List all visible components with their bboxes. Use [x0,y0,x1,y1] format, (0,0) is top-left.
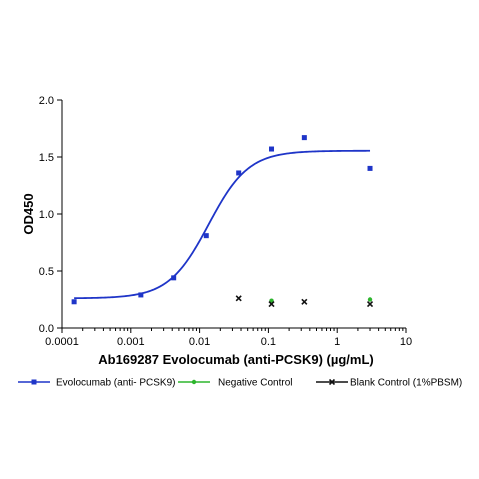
x-marker-stroke [366,300,374,308]
data-point [269,298,274,303]
x-marker-stroke [328,378,336,386]
legend-label: Negative Control [218,378,292,389]
legend-marker [328,378,336,386]
axes: 0.0 0.5 1.0 1.5 2.0 0.0001 0.001 0.01 0.1 1 10 [39,95,412,348]
data-point [235,295,242,302]
legend-label: Blank Control (1%PBSM) [350,378,462,389]
legend-label: Evolocumab (anti- PCSK9) [56,378,176,389]
data-point [203,233,209,239]
data-point [268,300,275,308]
data-point [236,170,242,176]
x-tick-label: 1 [334,336,340,348]
data-point [366,300,374,308]
x-tick-label: 0.1 [261,336,276,348]
data-point [301,135,307,141]
y-axis-ticks: 0.0 0.5 1.0 1.5 2.0 [39,95,62,335]
x-marker-stroke [301,298,308,305]
y-tick-label: 0.0 [39,323,54,335]
data-point [171,275,177,281]
y-tick-label: 1.5 [39,152,54,164]
fit-curves [74,149,371,300]
x-axis-title: Ab169287 Evolocumab (anti-PCSK9) (µg/mL) [98,352,374,367]
x-axis-ticks: 0.0001 0.001 0.01 0.1 1 10 [45,328,412,348]
data-point [367,297,373,302]
x-tick-label: 0.001 [117,336,145,348]
x-tick-label: 0.01 [189,336,210,348]
fit-curve [74,149,371,300]
data-point [301,298,308,305]
y-tick-label: 1.0 [39,209,54,221]
data-point [71,299,77,305]
data-points [71,135,374,308]
legend-item: Negative Control [178,378,292,389]
legend: Evolocumab (anti- PCSK9) Negative Control… [18,378,462,389]
data-point [367,165,373,171]
legend-item: Blank Control (1%PBSM) [316,378,462,389]
x-tick-label: 10 [400,336,412,348]
legend-marker [31,379,37,385]
y-tick-label: 0.5 [39,266,54,278]
x-marker-stroke [268,300,275,308]
y-axis-title: OD450 [21,193,36,234]
x-marker-stroke [235,295,242,302]
data-point [269,146,275,152]
y-tick-label: 2.0 [39,95,54,107]
legend-item: Evolocumab (anti- PCSK9) [18,378,176,389]
x-tick-label: 0.0001 [45,336,79,348]
data-point [138,292,144,298]
legend-marker [191,379,197,385]
